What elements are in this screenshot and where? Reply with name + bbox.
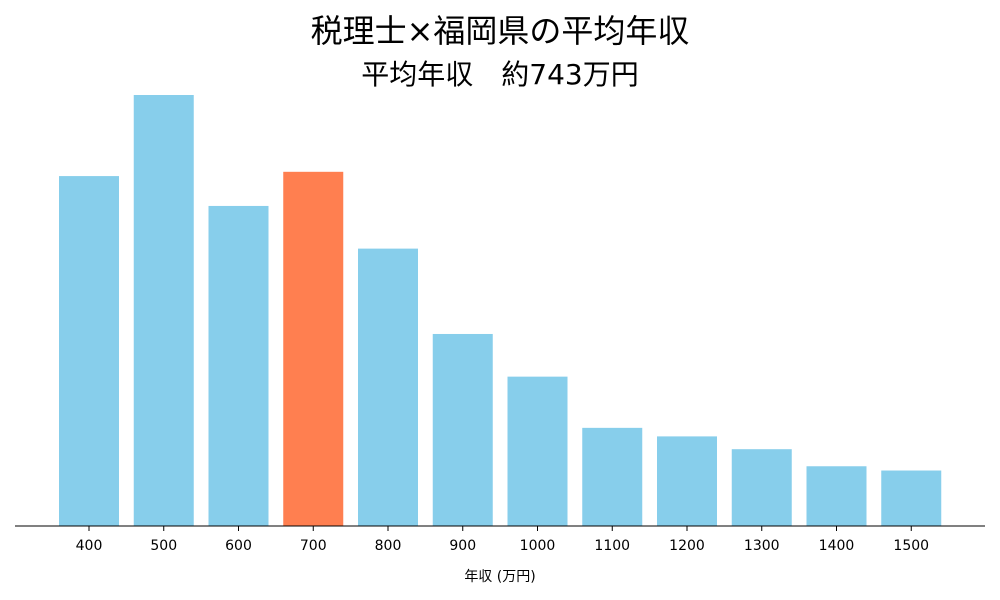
x-axis-label: 年収 (万円)	[464, 569, 535, 585]
bar-1000	[507, 376, 568, 526]
x-tick-label-500: 500	[150, 538, 177, 554]
bar-1100	[582, 427, 643, 526]
bar-1300	[731, 449, 792, 526]
bar-1500	[881, 470, 942, 526]
bar-900	[432, 333, 493, 526]
bar-800	[358, 248, 418, 526]
bar-400	[59, 176, 119, 526]
chart-subtitle: 平均年収 約743万円	[361, 58, 638, 91]
bar-1200	[657, 436, 717, 526]
bar-600	[208, 205, 269, 526]
bars-group	[59, 95, 942, 526]
bar-700	[283, 171, 344, 526]
x-tick-label-800: 800	[375, 538, 402, 554]
x-tick-label-1100: 1100	[594, 538, 630, 554]
x-tick-label-1400: 1400	[819, 538, 855, 554]
bar-500	[133, 95, 194, 526]
x-tick-label-600: 600	[225, 538, 252, 554]
x-tick-label-1500: 1500	[893, 538, 929, 554]
chart-title: 税理士×福岡県の平均年収	[311, 12, 690, 50]
x-tick-label-1000: 1000	[520, 538, 556, 554]
x-tick-label-900: 900	[449, 538, 476, 554]
x-tick-label-400: 400	[76, 538, 103, 554]
x-tick-label-700: 700	[300, 538, 327, 554]
x-ticks-group: 400 500 600 700 800 900 1000 1100 1200 1300 1400 15…	[76, 526, 929, 554]
x-tick-label-1200: 1200	[669, 538, 705, 554]
x-tick-label-1300: 1300	[744, 538, 780, 554]
bar-1400	[806, 466, 867, 526]
